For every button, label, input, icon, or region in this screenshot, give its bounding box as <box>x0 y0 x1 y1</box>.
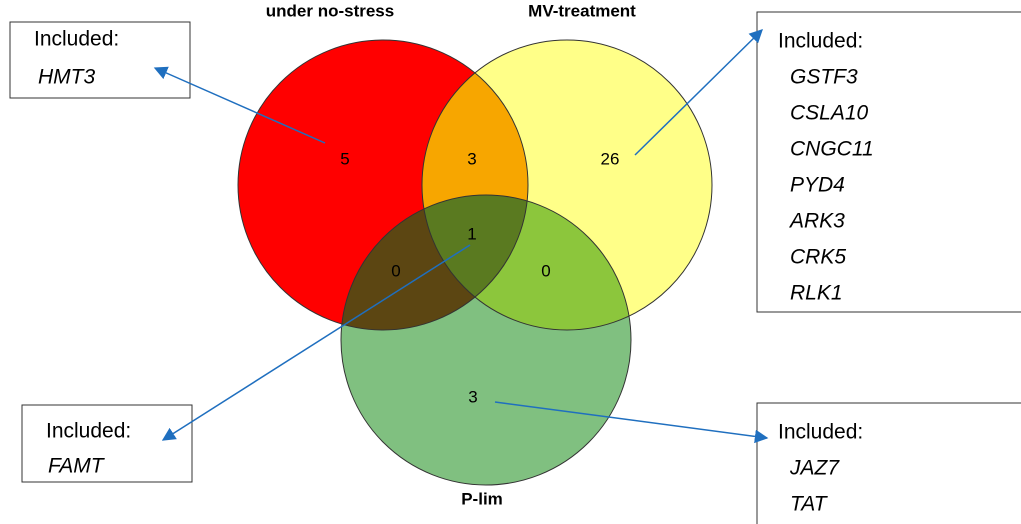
gene-name: ARK3 <box>788 210 845 233</box>
region-count: 0 <box>391 261 400 280</box>
region-count: 0 <box>541 261 550 280</box>
region-counts: 5 3 26 1 0 0 3 <box>340 149 619 406</box>
callout-title: Included: <box>778 30 863 53</box>
region-count: 3 <box>467 149 476 168</box>
gene-name: CRK5 <box>790 246 846 269</box>
gene-name: RLK1 <box>790 282 843 305</box>
region-count: 5 <box>340 149 349 168</box>
set-label: P-lim <box>461 489 503 508</box>
region-count: 26 <box>601 149 620 168</box>
gene-name: PYD4 <box>790 174 845 197</box>
gene-name: CNGC11 <box>790 138 874 161</box>
overlap-yg <box>422 195 631 330</box>
callout-title: Included: <box>34 28 119 51</box>
gene-name: HMT3 <box>38 66 95 89</box>
callout-texts: Included: HMT3 Included: GSTF3 CSLA10 CNGC11 P… <box>34 28 874 516</box>
overlap-rg <box>341 195 528 330</box>
callout-boxes <box>9 11 1021 524</box>
arrows <box>153 29 769 444</box>
callout-title: Included: <box>46 420 131 443</box>
region-count: 1 <box>467 224 476 243</box>
circles <box>237 39 713 486</box>
gene-name: GSTF3 <box>790 66 858 89</box>
region-count: 3 <box>468 387 477 406</box>
gene-name: JAZ7 <box>789 457 840 480</box>
set-label: MV-treatment <box>528 1 636 20</box>
gene-name: FAMT <box>48 455 106 478</box>
set-label: under no-stress <box>266 1 394 20</box>
callout-title: Included: <box>778 421 863 444</box>
gene-name: TAT <box>790 493 829 516</box>
gene-name: CSLA10 <box>790 102 869 125</box>
